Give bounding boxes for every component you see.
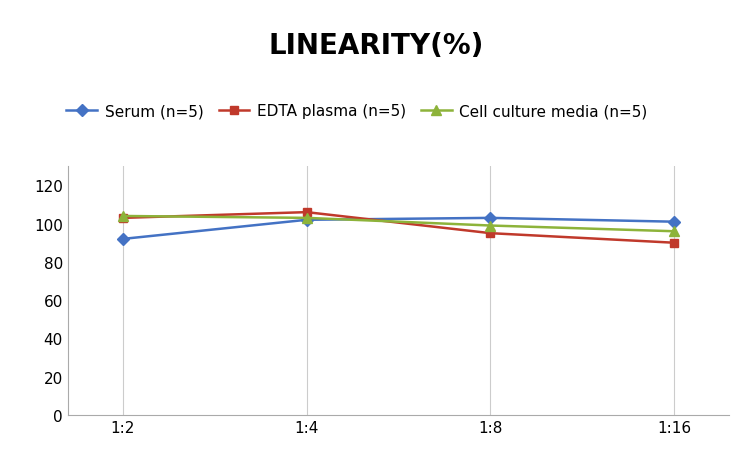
EDTA plasma (n=5): [302, 210, 311, 216]
EDTA plasma (n=5): [118, 216, 127, 221]
Cell culture media (n=5): [670, 229, 679, 235]
EDTA plasma (n=5): [670, 240, 679, 246]
Serum (n=5): [670, 220, 679, 225]
Line: Cell culture media (n=5): Cell culture media (n=5): [118, 212, 679, 237]
Line: EDTA plasma (n=5): EDTA plasma (n=5): [119, 208, 678, 247]
Cell culture media (n=5): [118, 214, 127, 219]
Cell culture media (n=5): [302, 216, 311, 221]
Serum (n=5): [302, 217, 311, 223]
Serum (n=5): [486, 216, 495, 221]
Text: LINEARITY(%): LINEARITY(%): [268, 32, 484, 60]
Line: Serum (n=5): Serum (n=5): [119, 214, 678, 244]
Legend: Serum (n=5), EDTA plasma (n=5), Cell culture media (n=5): Serum (n=5), EDTA plasma (n=5), Cell cul…: [60, 98, 653, 125]
Serum (n=5): [118, 237, 127, 242]
Cell culture media (n=5): [486, 223, 495, 229]
EDTA plasma (n=5): [486, 231, 495, 236]
